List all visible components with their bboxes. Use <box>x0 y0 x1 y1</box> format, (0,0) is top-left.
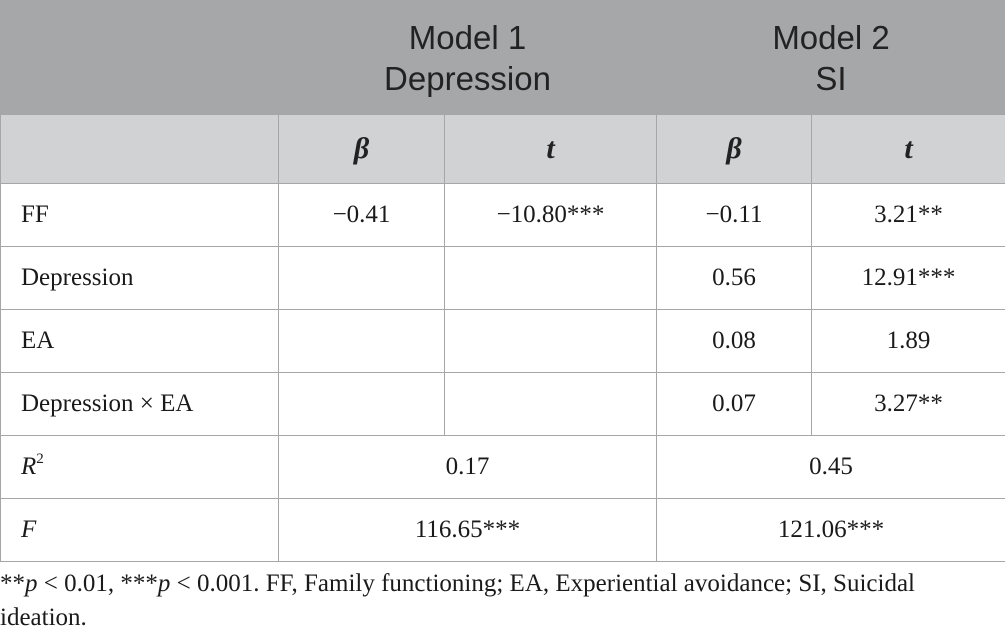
table-row: FF −0.41 −10.80*** −0.11 3.21** <box>0 183 1005 247</box>
row-label: Depression <box>0 246 279 310</box>
header-model2-line2: SI <box>815 59 847 97</box>
model1-beta-value <box>278 372 445 436</box>
model2-beta-value: 0.56 <box>656 246 813 310</box>
model2-t-value: 12.91*** <box>811 246 1005 310</box>
row-label: FF <box>0 183 279 247</box>
header-model2-t: t <box>811 114 1005 184</box>
row-label: EA <box>0 309 279 373</box>
header-model1-line2: Depression <box>384 59 551 97</box>
header-model2-beta: β <box>656 114 813 184</box>
header-row-stats: β t β t <box>0 114 1005 184</box>
table-row: EA 0.08 1.89 <box>0 309 1005 373</box>
model2-t-value: 3.27** <box>811 372 1005 436</box>
model2-f-value: 121.06*** <box>656 498 1005 562</box>
header-corner-cell <box>0 0 279 115</box>
regression-table: Model 1 Depression Model 2 SI β t β t FF… <box>0 0 1005 562</box>
f-statistic-row: F 116.65*** 121.06*** <box>0 498 1005 562</box>
header-model1-line1: Model 1 <box>408 18 527 56</box>
f-statistic-label: F <box>0 498 279 562</box>
model2-beta-value: −0.11 <box>656 183 813 247</box>
table-footnote: **p < 0.01, ***p < 0.001. FF, Family fun… <box>0 570 915 631</box>
header-model2: Model 2 SI <box>656 0 1005 115</box>
r-squared-superscript: 2 <box>36 451 44 467</box>
header-model1-beta: β <box>278 114 445 184</box>
model1-t-value <box>443 372 658 436</box>
r-squared-label: R2 <box>0 435 279 499</box>
header-model1: Model 1 Depression <box>277 0 658 115</box>
model1-f-value: 116.65*** <box>277 498 658 562</box>
model1-beta-value <box>278 246 445 310</box>
row-label: Depression × EA <box>0 372 279 436</box>
header-row-models: Model 1 Depression Model 2 SI <box>0 0 1005 115</box>
model2-r-squared-value: 0.45 <box>656 435 1005 499</box>
model2-t-value: 1.89 <box>811 309 1005 373</box>
r-squared-row: R2 0.17 0.45 <box>0 435 1005 499</box>
table-row: Depression 0.56 12.91*** <box>0 246 1005 310</box>
model2-beta-value: 0.07 <box>656 372 813 436</box>
header-model2-line1: Model 2 <box>772 18 890 56</box>
header-stats-corner-cell <box>0 114 279 184</box>
model1-r-squared-value: 0.17 <box>277 435 658 499</box>
header-model1-t: t <box>443 114 658 184</box>
model1-beta-value: −0.41 <box>278 183 445 247</box>
model1-t-value: −10.80*** <box>443 183 658 247</box>
model2-beta-value: 0.08 <box>656 309 813 373</box>
model1-t-value <box>443 309 658 373</box>
model1-t-value <box>443 246 658 310</box>
model2-t-value: 3.21** <box>811 183 1005 247</box>
model1-beta-value <box>278 309 445 373</box>
table-row: Depression × EA 0.07 3.27** <box>0 372 1005 436</box>
